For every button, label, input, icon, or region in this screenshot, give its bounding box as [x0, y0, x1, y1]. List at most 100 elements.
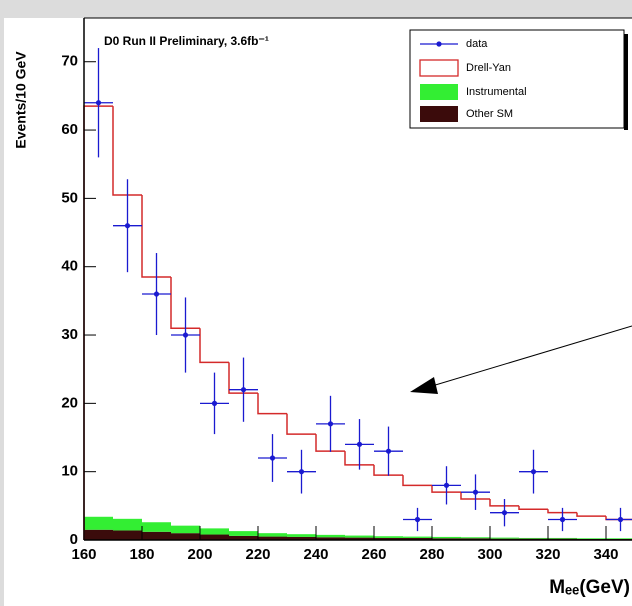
data-point — [472, 489, 479, 495]
annotation-arrow — [431, 325, 632, 387]
x-tick-label: 240 — [303, 546, 328, 563]
data-point — [95, 100, 102, 106]
x-tick-label: 260 — [361, 546, 386, 563]
x-tick-label: 340 — [593, 546, 618, 563]
bar-instrumental — [374, 536, 403, 538]
drell-yan-step — [547, 509, 577, 514]
drell-yan-step — [431, 485, 461, 493]
data-point — [182, 332, 189, 338]
bar-instrumental — [345, 535, 374, 538]
drell-yan-step — [257, 393, 287, 415]
data-point — [211, 400, 218, 406]
x-tick-label: 220 — [245, 546, 270, 563]
bar-instrumental — [171, 525, 200, 534]
bar-other-sm — [316, 537, 345, 540]
data-point — [240, 387, 247, 393]
bar-instrumental — [461, 537, 490, 539]
x-tick-label: 160 — [71, 546, 96, 563]
y-axis-label: Events/10 GeV — [13, 51, 29, 149]
bar-other-sm — [171, 533, 200, 540]
drell-yan-step — [344, 451, 374, 466]
bar-instrumental — [316, 534, 345, 538]
bar-instrumental — [142, 522, 171, 532]
drell-yan-step — [286, 413, 316, 435]
legend-marker — [436, 41, 442, 47]
bar-other-sm — [113, 530, 142, 540]
data-point — [530, 469, 537, 475]
bar-other-sm — [432, 538, 461, 540]
bar-other-sm — [200, 534, 229, 540]
x-tick-label: 300 — [477, 546, 502, 563]
drell-yan-step — [518, 505, 548, 511]
data-point — [153, 291, 160, 297]
bar-instrumental — [403, 536, 432, 538]
y-tick-label: 40 — [61, 258, 78, 275]
x-axis-label: Mₑₑ(GeV) — [549, 577, 630, 598]
bar-instrumental — [606, 538, 632, 539]
drell-yan-step — [373, 464, 403, 476]
y-tick-label: 20 — [61, 394, 78, 411]
data-point — [385, 448, 392, 454]
drell-yan-step — [141, 194, 171, 278]
drell-yan-step — [402, 475, 432, 487]
data-point — [414, 516, 421, 523]
annotation-arrowhead — [410, 377, 438, 394]
y-tick-label: 30 — [61, 326, 78, 343]
data-point — [327, 421, 334, 427]
legend-label: Drell-Yan — [466, 62, 511, 74]
bar-instrumental — [287, 534, 316, 537]
bar-other-sm — [142, 531, 171, 540]
drell-yan-step — [315, 434, 345, 452]
drell-yan-step — [460, 492, 490, 500]
y-tick-label: 0 — [70, 531, 78, 548]
y-tick-label: 10 — [61, 463, 78, 480]
y-tick-label: 50 — [61, 189, 78, 206]
data-point — [559, 516, 566, 523]
bar-instrumental — [113, 518, 142, 531]
bar-other-sm — [229, 535, 258, 540]
bar-other-sm — [287, 536, 316, 540]
bar-instrumental — [200, 528, 229, 535]
legend-swatch — [420, 106, 458, 122]
drell-yan-step — [576, 512, 606, 517]
bar-other-sm — [258, 536, 287, 540]
legend-label: Other SM — [466, 108, 513, 120]
bar-other-sm — [461, 538, 490, 540]
data-point — [443, 482, 450, 488]
x-tick-label: 320 — [535, 546, 560, 563]
data-point — [298, 469, 305, 475]
bar-instrumental — [519, 537, 548, 539]
bar-instrumental — [258, 533, 287, 537]
x-tick-label: 280 — [419, 546, 444, 563]
bar-instrumental — [229, 531, 258, 536]
bar-instrumental — [490, 537, 519, 539]
chart-title: D0 Run II Preliminary, 3.6fb⁻¹ — [104, 34, 269, 48]
drell-yan-step — [199, 328, 229, 364]
bar-instrumental — [432, 536, 461, 539]
legend-swatch — [420, 84, 458, 100]
drell-yan-step — [228, 362, 258, 394]
y-tick-label: 60 — [61, 121, 78, 138]
drell-yan-step — [489, 499, 519, 507]
legend-label: Instrumental — [466, 86, 527, 98]
bar-other-sm — [345, 537, 374, 540]
legend-label: data — [466, 38, 488, 50]
data-point — [124, 223, 131, 229]
bar-other-sm — [374, 537, 403, 540]
data-point — [356, 441, 363, 447]
legend: data Drell-Yan Instrumental Other SM — [409, 29, 628, 130]
bar-other-sm — [84, 529, 113, 540]
bar-other-sm — [403, 537, 432, 540]
legend-swatch — [419, 59, 459, 77]
bar-instrumental — [548, 537, 577, 539]
bar-instrumental — [577, 538, 606, 539]
data-point — [269, 455, 276, 461]
data-point — [501, 510, 508, 516]
x-tick-label: 180 — [129, 546, 154, 563]
bar-instrumental — [84, 516, 113, 530]
drell-yan-step — [112, 106, 142, 196]
y-tick-label: 70 — [61, 53, 78, 70]
data-point — [617, 516, 624, 523]
